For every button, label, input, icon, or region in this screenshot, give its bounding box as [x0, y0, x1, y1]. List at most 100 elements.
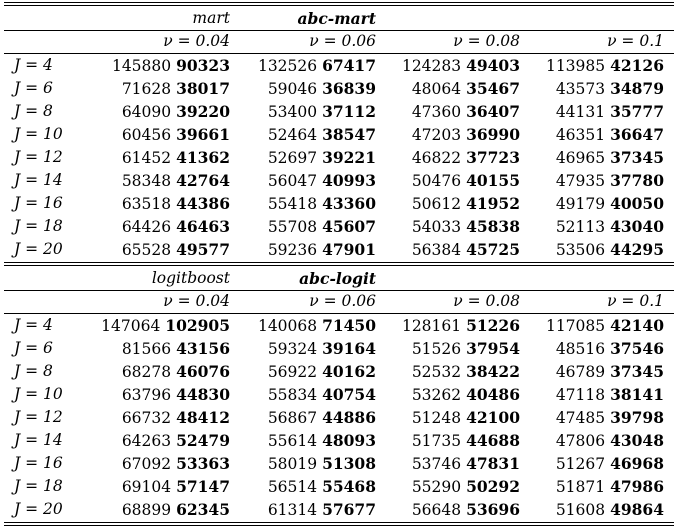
- method-b-value: 53696: [466, 500, 520, 519]
- value-cell: 52697 39221: [268, 146, 376, 169]
- method-b-value: 53363: [176, 454, 230, 473]
- header-rule: [4, 313, 674, 314]
- table-row: J = 20 65528 49577 59236 47901 56384 45725 5…: [4, 238, 674, 261]
- method-b-value: 49577: [176, 240, 230, 259]
- table-row: J = 6 71628 38017 59046 36839 48064 35467 43…: [4, 77, 674, 100]
- method-a-value: 64426: [121, 218, 172, 236]
- method-a-value: 51267: [555, 455, 606, 473]
- method-a-value: 44131: [555, 103, 606, 121]
- method-b-value: 41952: [466, 194, 520, 213]
- method-a-value: 67092: [121, 455, 172, 473]
- value-cell: 67092 53363: [122, 452, 230, 475]
- value-cell: 52113 43040: [556, 215, 664, 238]
- value-cell: 43573 34879: [556, 77, 664, 100]
- method-a-value: 52464: [267, 126, 318, 144]
- method-a-value: 52113: [555, 218, 606, 236]
- value-cell: 46965 37345: [556, 146, 664, 169]
- value-cell: 48516 37546: [556, 337, 664, 360]
- method-b-value: 47986: [610, 477, 664, 496]
- method-b-value: 46076: [176, 362, 230, 381]
- method-a-value: 55418: [267, 195, 318, 213]
- value-cell: 51608 49864: [556, 498, 664, 521]
- method-a-value: 68899: [121, 501, 172, 519]
- method-a-value: 132526: [257, 57, 318, 75]
- method-a-value: 147064: [101, 317, 161, 335]
- method-a-value: 47118: [555, 386, 606, 404]
- method-a-value: 59046: [267, 80, 318, 98]
- value-cell: 48064 35467: [412, 77, 520, 100]
- method-a-value: 117085: [545, 317, 606, 335]
- value-cell: 47118 38141: [556, 383, 664, 406]
- method-b-value: 37345: [610, 148, 664, 167]
- value-cell: 55834 40754: [268, 383, 376, 406]
- bottom-rule-1: [4, 522, 674, 523]
- table-row: J = 16 67092 53363 58019 51308 53746 47831 5…: [4, 452, 674, 475]
- method-b-value: 67417: [322, 56, 376, 75]
- value-cell: 53506 44295: [556, 238, 664, 261]
- method-a-value: 61452: [121, 149, 172, 167]
- method-a-value: 46822: [411, 149, 462, 167]
- table-row: J = 8 64090 39220 53400 37112 47360 36407 44…: [4, 100, 674, 123]
- value-cell: 117085 42140: [546, 314, 664, 337]
- value-cell: 65528 49577: [122, 238, 230, 261]
- value-cell: 47203 36990: [412, 123, 520, 146]
- value-cell: 50476 40155: [412, 169, 520, 192]
- value-cell: 53400 37112: [268, 100, 376, 123]
- top-rule-2: [4, 5, 674, 6]
- table-row: J = 6 81566 43156 59324 39164 51526 37954 48…: [4, 337, 674, 360]
- value-cell: 44131 35777: [556, 100, 664, 123]
- j-label: J = 18: [14, 477, 63, 495]
- method-b-value: 42126: [610, 56, 664, 75]
- method-b-value: 48412: [176, 408, 230, 427]
- method-a-label: logitboost: [151, 269, 230, 287]
- value-cell: 55614 48093: [268, 429, 376, 452]
- nu-header: ν = 0.1: [607, 292, 664, 310]
- value-cell: 66732 48412: [122, 406, 230, 429]
- j-label: J = 20: [14, 240, 63, 258]
- table-row: J = 8 68278 46076 56922 40162 52532 38422 46…: [4, 360, 674, 383]
- method-b-value: 71450: [322, 316, 376, 335]
- value-cell: 132526 67417: [258, 54, 376, 77]
- method-b-value: 43048: [610, 431, 664, 450]
- j-label: J = 14: [14, 171, 63, 189]
- method-b-value: 43360: [322, 194, 376, 213]
- value-cell: 64263 52479: [122, 429, 230, 452]
- value-cell: 46351 36647: [556, 123, 664, 146]
- j-label: J = 14: [14, 431, 63, 449]
- nu-header: ν = 0.06: [309, 292, 376, 310]
- method-a-value: 51735: [411, 432, 462, 450]
- value-cell: 147064 102905: [101, 314, 230, 337]
- method-b-value: 47831: [466, 454, 520, 473]
- method-a-value: 59236: [267, 241, 318, 259]
- value-cell: 56922 40162: [268, 360, 376, 383]
- method-b-value: 102905: [165, 316, 230, 335]
- method-a-value: 56867: [267, 409, 318, 427]
- table-row: J = 14 58348 42764 56047 40993 50476 40155 4…: [4, 169, 674, 192]
- method-a-value: 68278: [121, 363, 172, 381]
- method-b-value: 37723: [466, 148, 520, 167]
- method-a-value: 53746: [411, 455, 462, 473]
- table-row: J = 4 145880 90323 132526 67417 124283 4940…: [4, 54, 674, 77]
- value-cell: 53262 40486: [412, 383, 520, 406]
- method-b-value: 40993: [322, 171, 376, 190]
- nu-header-row: ν = 0.04 ν = 0.06 ν = 0.08 ν = 0.1: [4, 290, 674, 313]
- value-cell: 61314 57677: [268, 498, 376, 521]
- value-cell: 47360 36407: [412, 100, 520, 123]
- method-a-value: 53506: [555, 241, 606, 259]
- method-a-value: 81566: [121, 340, 172, 358]
- value-cell: 59046 36839: [268, 77, 376, 100]
- method-a-value: 49179: [555, 195, 606, 213]
- nu-header: ν = 0.04: [163, 32, 230, 50]
- method-a-value: 55708: [267, 218, 318, 236]
- method-b-value: 44886: [322, 408, 376, 427]
- value-cell: 56384 45725: [412, 238, 520, 261]
- method-a-value: 56384: [411, 241, 462, 259]
- method-a-value: 65528: [121, 241, 172, 259]
- value-cell: 59324 39164: [268, 337, 376, 360]
- method-b-label: abc-logit: [299, 269, 376, 288]
- method-b-value: 38547: [322, 125, 376, 144]
- method-b-value: 37546: [610, 339, 664, 358]
- method-a-value: 145880: [111, 57, 172, 75]
- method-a-value: 58348: [121, 172, 172, 190]
- method-b-value: 44295: [610, 240, 664, 259]
